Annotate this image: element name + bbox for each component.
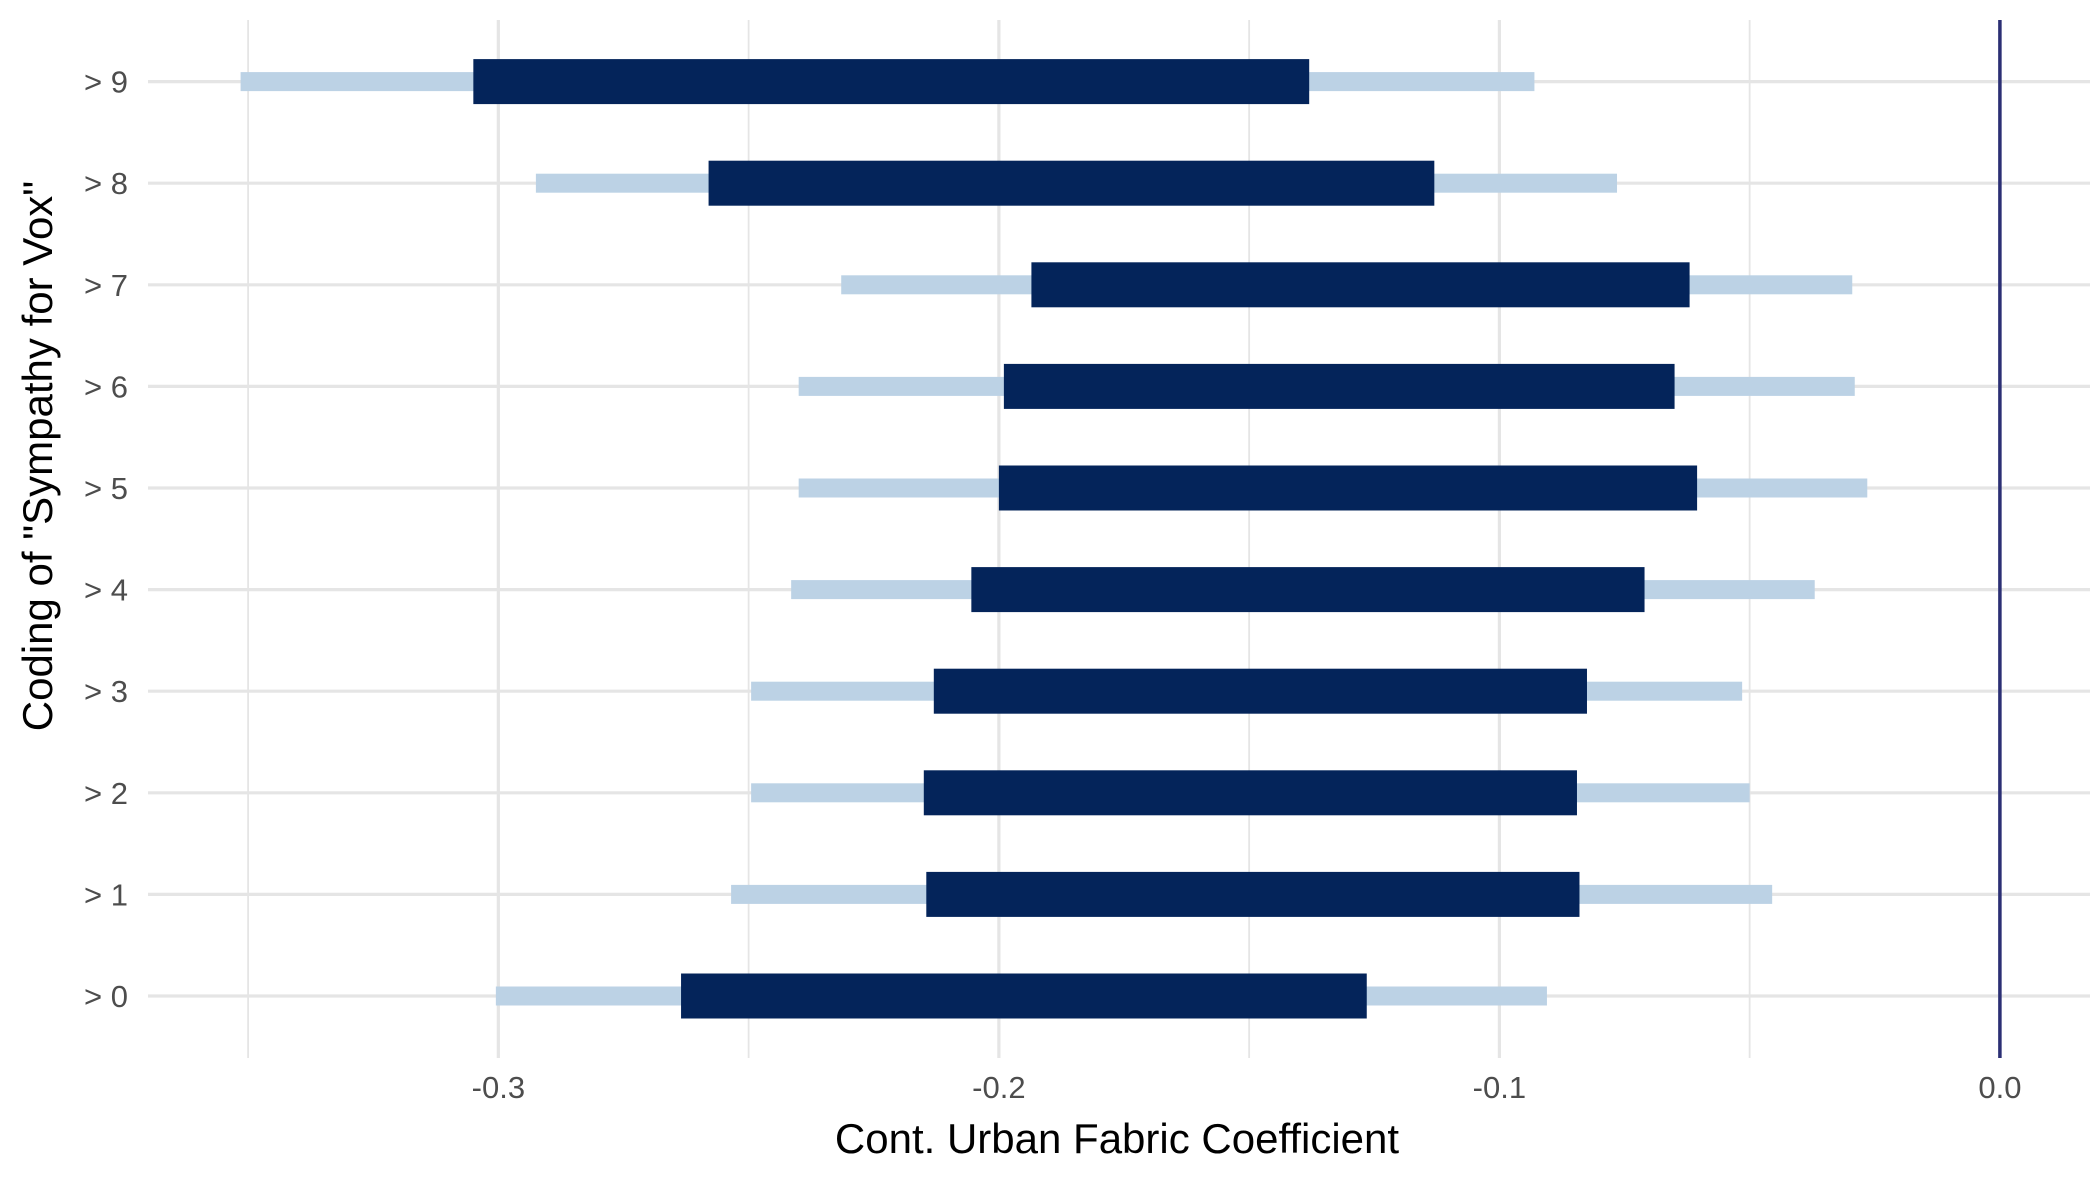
y-tick-label: > 5: [84, 471, 128, 506]
inner-interval-bar: [1031, 262, 1690, 308]
y-tick-label: > 4: [84, 573, 128, 608]
y-tick-label: > 0: [84, 979, 128, 1014]
y-tick-label: > 2: [84, 776, 128, 811]
y-axis-title: Coding of "Sympathy for Vox": [14, 181, 61, 731]
inner-interval-bar: [933, 668, 1587, 714]
x-tick-labels: -0.3 -0.2 -0.1 0.0: [472, 1070, 2022, 1105]
y-tick-label: > 9: [84, 65, 128, 100]
inner-interval-bar: [998, 465, 1698, 511]
x-tick-label: -0.3: [472, 1070, 525, 1105]
y-tick-label: > 6: [84, 369, 128, 404]
inner-interval-bar: [473, 59, 1310, 105]
x-tick-label: 0.0: [1978, 1070, 2021, 1105]
y-tick-label: > 8: [84, 166, 128, 201]
y-tick-label: > 1: [84, 877, 128, 912]
y-tick-labels: > 0 > 1 > 2 > 3 > 4 > 5 > 6 > 7 > 8 > 9: [84, 65, 128, 1014]
inner-interval-bar: [708, 160, 1435, 206]
inner-interval-bar: [923, 770, 1577, 816]
inner-interval-bar: [1003, 363, 1675, 409]
inner-interval-bar: [926, 871, 1580, 917]
intervals: [240, 59, 1868, 1019]
x-tick-label: -0.2: [972, 1070, 1025, 1105]
y-tick-label: > 7: [84, 268, 128, 303]
x-axis-title: Cont. Urban Fabric Coefficient: [835, 1115, 1399, 1162]
inner-interval-bar: [971, 567, 1645, 613]
y-tick-label: > 3: [84, 674, 128, 709]
inner-interval-bar: [681, 973, 1367, 1019]
x-tick-label: -0.1: [1473, 1070, 1526, 1105]
